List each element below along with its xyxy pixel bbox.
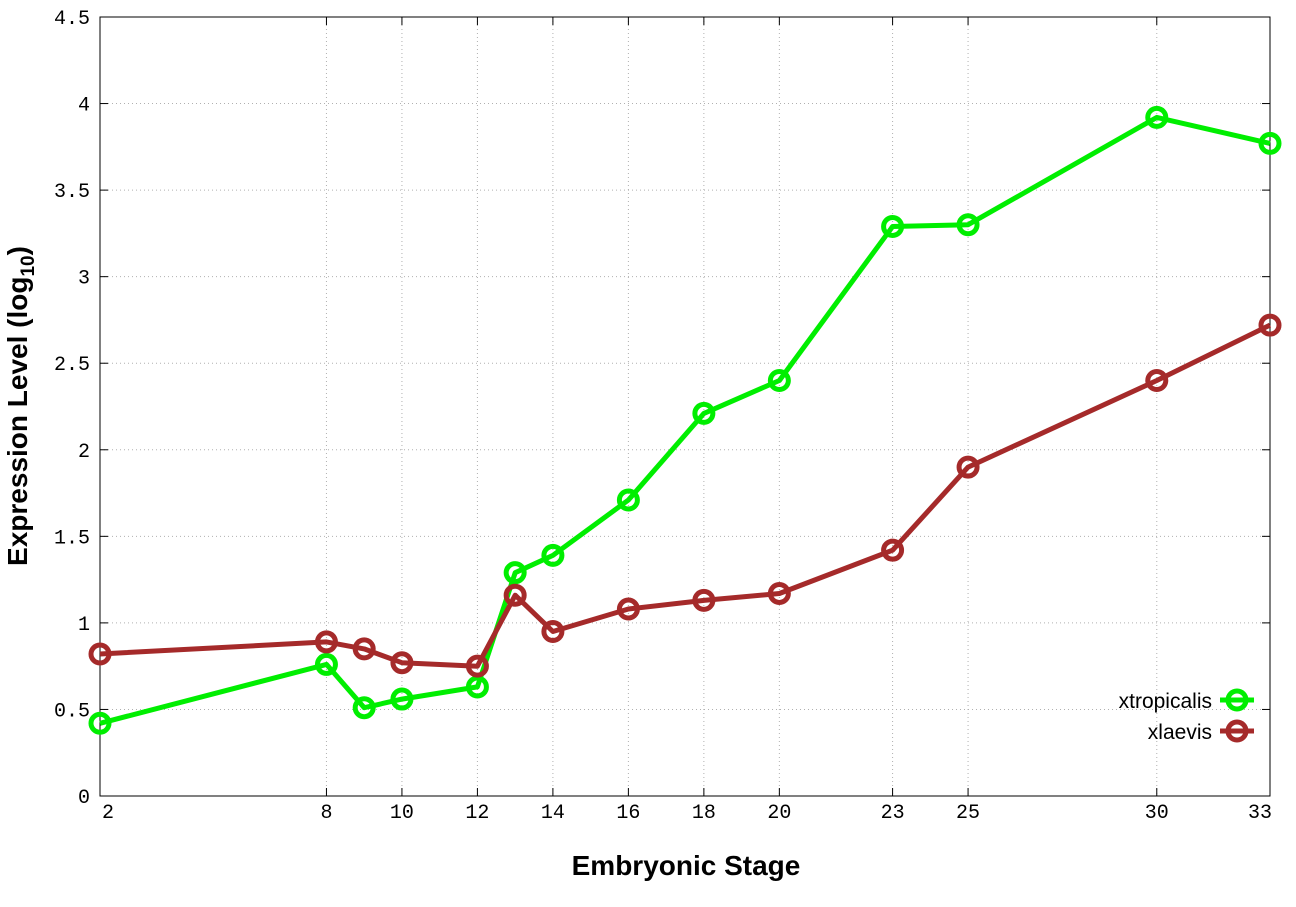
x-tick-label: 30 xyxy=(1145,802,1169,825)
data-point-xtropicalis xyxy=(503,561,527,585)
data-point-xlaevis xyxy=(541,620,565,644)
legend-label-xlaevis: xlaevis xyxy=(1148,721,1212,744)
grid xyxy=(100,17,1270,796)
data-point-xlaevis xyxy=(1258,313,1282,337)
data-point-xlaevis xyxy=(88,642,112,666)
series-xlaevis xyxy=(88,313,1282,678)
y-tick-label: 4.5 xyxy=(54,8,90,31)
data-point-xtropicalis xyxy=(1145,105,1169,129)
y-tick-label: 3 xyxy=(78,268,90,291)
x-tick-label: 2 xyxy=(102,802,114,825)
x-tick-label: 16 xyxy=(616,802,640,825)
x-tick-label: 23 xyxy=(881,802,905,825)
data-point-xtropicalis xyxy=(881,214,905,238)
data-point-xlaevis xyxy=(692,588,716,612)
y-tick-label: 3.5 xyxy=(54,181,90,204)
data-point-xlaevis xyxy=(390,651,414,675)
y-tick-label: 0 xyxy=(78,787,90,810)
data-point-xlaevis xyxy=(956,455,980,479)
y-axis-title-main: Expression Level (log xyxy=(2,277,33,566)
legend-marker-xlaevis xyxy=(1225,719,1249,743)
y-tick-label: 1.5 xyxy=(54,527,90,550)
data-point-xtropicalis xyxy=(314,652,338,676)
data-point-xtropicalis xyxy=(1258,131,1282,155)
data-point-xlaevis xyxy=(616,597,640,621)
data-point-xtropicalis xyxy=(352,696,376,720)
y-tick-label: 0.5 xyxy=(54,700,90,723)
x-tick-label: 10 xyxy=(390,802,414,825)
data-point-xlaevis xyxy=(503,583,527,607)
y-axis-title-subscript: 10 xyxy=(18,255,39,276)
data-point-xtropicalis xyxy=(541,543,565,567)
data-point-xtropicalis xyxy=(956,213,980,237)
legend: xtropicalis xlaevis xyxy=(1119,688,1254,744)
x-tick-label: 25 xyxy=(956,802,980,825)
data-point-xlaevis xyxy=(1145,369,1169,393)
series-line-xtropicalis xyxy=(99,114,1271,726)
legend-marker-xtropicalis xyxy=(1225,688,1249,712)
data-point-xlaevis xyxy=(314,630,338,654)
x-axis-title: Embryonic Stage xyxy=(572,850,801,881)
x-tick-label: 33 xyxy=(1248,802,1272,825)
y-axis-title: Expression Level (log10) xyxy=(2,246,39,566)
plot-frame xyxy=(99,16,1271,797)
data-point-xlaevis xyxy=(352,637,376,661)
data-point-xtropicalis xyxy=(390,687,414,711)
x-tick-label: 20 xyxy=(767,802,791,825)
data-point-xtropicalis xyxy=(616,488,640,512)
series-layer xyxy=(88,105,1282,735)
y-tick-label: 1 xyxy=(78,614,90,637)
y-tick-label: 2.5 xyxy=(54,354,90,377)
data-point-xlaevis xyxy=(881,538,905,562)
x-tick-label: 12 xyxy=(465,802,489,825)
y-axis-title-close: ) xyxy=(2,246,33,255)
axis-ticks: 0 0.5 1 1.5 2 2.5 3 3.5 4 4.5 2 8 10 12 14 16 18 20 23 25 30… xyxy=(54,8,1272,825)
x-tick-label: 8 xyxy=(320,802,332,825)
data-point-xtropicalis xyxy=(88,711,112,735)
data-point-xlaevis xyxy=(767,581,791,605)
data-point-xtropicalis xyxy=(465,675,489,699)
data-point-xlaevis xyxy=(465,654,489,678)
legend-label-xtropicalis: xtropicalis xyxy=(1119,690,1212,713)
y-tick-label: 4 xyxy=(78,95,90,118)
data-point-xtropicalis xyxy=(767,369,791,393)
data-point-xtropicalis xyxy=(692,401,716,425)
x-tick-label: 14 xyxy=(541,802,565,825)
x-tick-label: 18 xyxy=(692,802,716,825)
series-xtropicalis xyxy=(88,105,1282,735)
series-line-xlaevis xyxy=(99,322,1272,669)
y-tick-label: 2 xyxy=(78,441,90,464)
